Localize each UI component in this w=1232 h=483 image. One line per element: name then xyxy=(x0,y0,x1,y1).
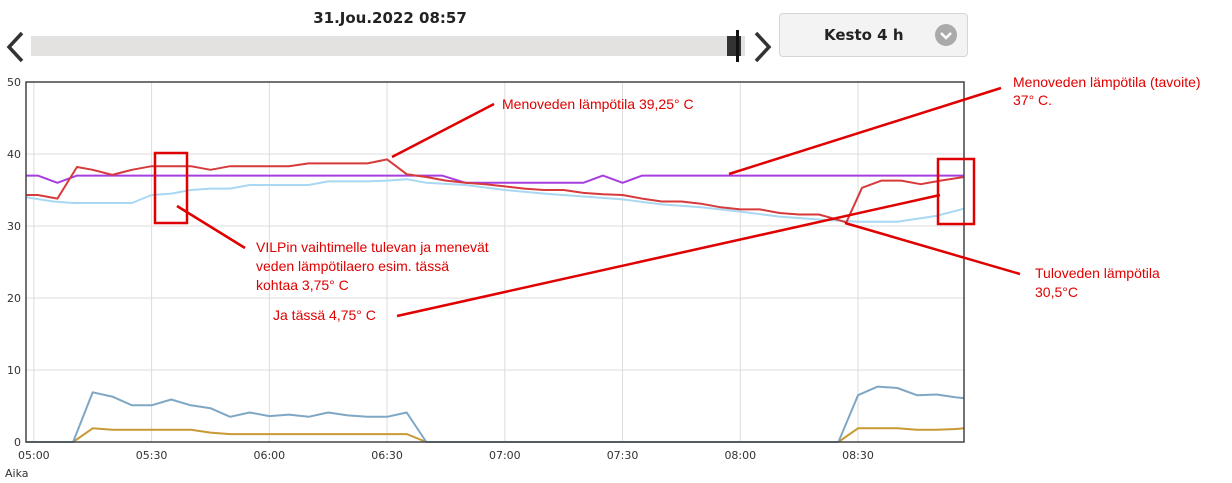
pointer-return xyxy=(844,221,1021,276)
duration-label: Kesto 4 h xyxy=(824,26,904,44)
x-tick-label: 06:30 xyxy=(371,449,403,462)
x-axis-label: Aika xyxy=(5,467,29,480)
target-temp-line xyxy=(26,174,964,184)
annotation-target-line2: 37° C. xyxy=(1013,92,1052,108)
difference-box-right xyxy=(936,157,976,226)
chart-series xyxy=(25,158,965,443)
y-tick-label: 20 xyxy=(7,292,21,305)
x-tick-label: 08:00 xyxy=(724,449,756,462)
difference-box-left xyxy=(153,151,189,225)
y-tick-label: 30 xyxy=(7,220,21,233)
x-tick-label: 08:30 xyxy=(842,449,874,462)
series-blue-line xyxy=(26,385,965,443)
y-tick-label: 10 xyxy=(7,364,21,377)
x-tick-label: 06:00 xyxy=(253,449,285,462)
x-tick-label: 07:30 xyxy=(607,449,639,462)
chart-annotations: Menoveden lämpötila 39,25° C Menoveden lä… xyxy=(153,74,1201,323)
series-gold-line xyxy=(26,427,965,443)
plot-frame xyxy=(25,81,965,443)
pointer-difference xyxy=(176,204,246,250)
pointer-target xyxy=(728,86,1002,176)
x-tick-label: 07:00 xyxy=(489,449,521,462)
annotation-supply-peak: Menoveden lämpötila 39,25° C xyxy=(502,96,694,112)
x-tick-label: 05:30 xyxy=(136,449,168,462)
return-temp-line xyxy=(25,178,965,223)
previous-period-button[interactable] xyxy=(4,30,28,64)
chevron-right-icon xyxy=(754,31,772,63)
annotation-difference-line2: veden lämpötilaero esim. tässä xyxy=(256,258,449,274)
time-slider[interactable] xyxy=(31,30,745,62)
chevron-down-icon xyxy=(935,24,957,46)
time-slider-marker xyxy=(736,30,739,62)
chevron-left-icon xyxy=(6,31,24,63)
annotation-return-line2: 30,5°C xyxy=(1035,284,1078,300)
pointer-difference-here xyxy=(396,193,941,318)
supply-temp-line xyxy=(26,158,965,224)
date-label: 31.Jou.2022 08:57 xyxy=(313,9,467,27)
annotation-difference-line3: kohtaa 3,75° C xyxy=(256,277,349,293)
y-tick-label: 0 xyxy=(14,436,21,449)
next-period-button[interactable] xyxy=(751,30,775,64)
y-tick-label: 40 xyxy=(7,148,21,161)
y-tick-label: 50 xyxy=(7,76,21,89)
annotation-difference-here: Ja tässä 4,75° C xyxy=(273,307,376,323)
chart-grid xyxy=(26,81,964,443)
x-tick-label: 05:00 xyxy=(18,449,50,462)
pointer-supply-peak xyxy=(391,102,495,159)
duration-select[interactable]: Kesto 4 h xyxy=(779,13,968,57)
annotation-difference-line1: VILPin vaihtimelle tulevan ja menevät xyxy=(256,239,489,255)
annotation-return-line1: Tuloveden lämpötila xyxy=(1035,265,1160,281)
annotation-target-line1: Menoveden lämpötila (tavoite) xyxy=(1013,74,1201,90)
chart-ticks: 0 10 20 30 40 50 05:00 05:30 06:00 06:30 07:00 07:3… xyxy=(7,76,874,462)
